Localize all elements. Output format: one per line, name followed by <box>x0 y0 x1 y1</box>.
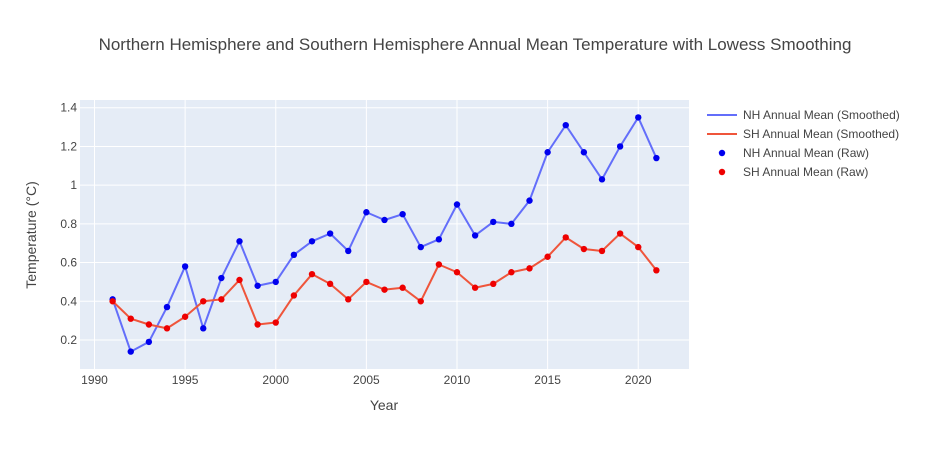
grid-layer <box>80 100 689 369</box>
data-point-2[interactable] <box>381 286 388 293</box>
data-point-1[interactable] <box>326 230 334 237</box>
legend-item[interactable]: NH Annual Mean (Raw) <box>718 146 869 160</box>
data-point-2[interactable] <box>471 284 479 291</box>
data-point-2[interactable] <box>635 243 642 251</box>
data-point-2[interactable] <box>508 269 515 276</box>
chart-title: Northern Hemisphere and Southern Hemisph… <box>99 35 852 54</box>
data-point-2[interactable] <box>163 325 171 332</box>
data-point-1[interactable] <box>236 238 243 245</box>
data-point-2[interactable] <box>598 247 606 255</box>
data-point-1[interactable] <box>145 338 153 346</box>
data-point-1[interactable] <box>653 154 660 162</box>
plot-background <box>80 100 689 369</box>
data-point-1[interactable] <box>181 263 189 270</box>
y-tick-label: 1 <box>70 178 77 192</box>
data-point-1[interactable] <box>345 247 352 255</box>
x-tick-label: 2000 <box>262 373 289 387</box>
data-point-1[interactable] <box>453 201 461 208</box>
data-point-2[interactable] <box>181 313 189 320</box>
data-point-2[interactable] <box>653 267 660 274</box>
legend-label: NH Annual Mean (Smoothed) <box>743 108 900 122</box>
series-layer <box>109 114 660 355</box>
y-tick-label: 0.2 <box>60 333 77 347</box>
data-point-1[interactable] <box>544 149 551 156</box>
data-point-1[interactable] <box>598 176 606 183</box>
legend-label: NH Annual Mean (Raw) <box>743 146 869 160</box>
x-axis-title: Year <box>370 397 399 413</box>
x-tick-label: 1995 <box>172 373 199 387</box>
data-point-2[interactable] <box>236 276 243 284</box>
data-point-1[interactable] <box>399 210 406 218</box>
data-point-2[interactable] <box>399 284 406 291</box>
legend-label: SH Annual Mean (Raw) <box>743 165 868 179</box>
data-point-1[interactable] <box>508 220 515 228</box>
x-tick-label: 1990 <box>81 373 108 387</box>
data-point-2[interactable] <box>526 265 533 272</box>
data-point-2[interactable] <box>544 253 551 260</box>
data-point-1[interactable] <box>218 274 225 282</box>
x-tick-label: 2005 <box>353 373 380 387</box>
y-tick-label: 1.4 <box>60 101 77 115</box>
legend-item[interactable]: SH Annual Mean (Raw) <box>718 165 869 179</box>
legend[interactable]: NH Annual Mean (Smoothed) SH Annual Mean … <box>707 108 900 179</box>
data-point-1[interactable] <box>616 143 624 150</box>
data-point-2[interactable] <box>127 315 134 322</box>
data-point-1[interactable] <box>363 209 370 216</box>
data-point-2[interactable] <box>363 278 370 286</box>
data-point-2[interactable] <box>580 245 588 253</box>
data-point-2[interactable] <box>254 321 261 328</box>
data-point-1[interactable] <box>526 197 533 204</box>
legend-marker-swatch <box>718 168 726 176</box>
data-point-2[interactable] <box>417 298 424 305</box>
legend-marker-swatch <box>718 149 726 157</box>
data-point-2[interactable] <box>290 292 298 299</box>
data-point-2[interactable] <box>345 296 352 303</box>
data-point-1[interactable] <box>417 243 424 251</box>
y-tick-label: 0.4 <box>60 294 77 308</box>
data-point-1[interactable] <box>127 348 134 355</box>
data-point-1[interactable] <box>290 251 298 259</box>
data-point-1[interactable] <box>381 216 388 224</box>
data-point-1[interactable] <box>200 325 207 332</box>
data-point-2[interactable] <box>200 298 207 305</box>
y-axis-title: Temperature (°C) <box>23 181 39 289</box>
x-tick-label: 2010 <box>444 373 471 387</box>
x-tick-label: 2015 <box>534 373 561 387</box>
data-point-1[interactable] <box>435 236 443 243</box>
y-tick-label: 1.2 <box>60 139 77 153</box>
data-point-1[interactable] <box>562 121 569 129</box>
data-point-1[interactable] <box>580 149 588 156</box>
data-point-2[interactable] <box>435 261 443 268</box>
data-point-2[interactable] <box>453 269 461 276</box>
data-point-1[interactable] <box>308 238 316 245</box>
data-point-1[interactable] <box>254 282 261 289</box>
data-point-2[interactable] <box>272 319 279 326</box>
data-point-2[interactable] <box>308 270 316 278</box>
legend-label: SH Annual Mean (Smoothed) <box>743 127 899 141</box>
data-point-1[interactable] <box>272 278 279 286</box>
data-point-2[interactable] <box>326 280 334 288</box>
legend-item[interactable]: SH Annual Mean (Smoothed) <box>707 127 899 141</box>
y-tick-label: 0.6 <box>60 256 77 270</box>
data-point-1[interactable] <box>490 218 497 226</box>
data-point-2[interactable] <box>145 321 153 328</box>
data-point-2[interactable] <box>490 280 497 288</box>
data-point-2[interactable] <box>562 234 569 241</box>
data-point-2[interactable] <box>109 298 116 305</box>
data-point-2[interactable] <box>616 230 624 237</box>
y-tick-label: 0.8 <box>60 217 77 231</box>
x-tick-label: 2020 <box>625 373 652 387</box>
data-point-1[interactable] <box>163 303 171 311</box>
tick-layer: 1990 1995 2000 2005 2010 2015 2020 0.2 0.4 0.6 0.8… <box>60 101 652 387</box>
legend-item[interactable]: NH Annual Mean (Smoothed) <box>707 108 900 122</box>
data-point-2[interactable] <box>218 296 225 303</box>
data-point-1[interactable] <box>635 114 642 121</box>
data-point-1[interactable] <box>471 232 479 239</box>
